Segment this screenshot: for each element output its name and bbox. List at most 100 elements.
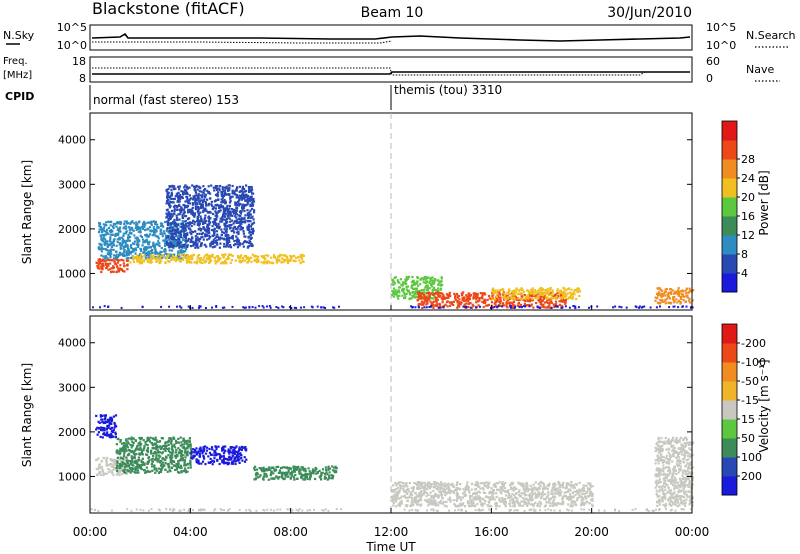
echo-pixel: [195, 237, 198, 240]
echo-pixel: [186, 200, 189, 203]
echo-pixel: [110, 419, 114, 422]
echo-pixel: [547, 291, 550, 295]
echo-pixel: [164, 447, 168, 450]
echo-pixel: [118, 228, 121, 231]
echo-pixel: [200, 218, 203, 221]
echo-pixel: [196, 451, 199, 454]
echo-pixel: [169, 240, 172, 243]
echo-pixel: [190, 450, 193, 453]
echo-pixel: [250, 244, 254, 248]
echo-pixel: [109, 262, 112, 265]
echo-pixel: [180, 306, 183, 309]
echo-pixel: [304, 472, 307, 475]
echo-pixel: [158, 244, 161, 248]
echo-pixel: [435, 289, 438, 292]
echo-pixel: [287, 475, 290, 478]
echo-pixel: [247, 236, 250, 239]
echo-pixel: [112, 265, 115, 268]
echo-pixel: [160, 446, 163, 449]
echo-pixel: [165, 190, 168, 193]
echo-pixel: [391, 283, 394, 286]
echo-pixel: [187, 208, 190, 212]
echo-pixel: [570, 503, 573, 506]
echo-pixel: [503, 295, 506, 299]
echo-pixel: [129, 245, 132, 248]
echo-pixel: [405, 288, 408, 291]
echo-pixel: [136, 225, 140, 228]
echo-pixel: [202, 256, 206, 259]
echo-pixel: [229, 450, 232, 453]
echo-pixel: [141, 453, 144, 456]
echo-pixel: [105, 458, 108, 461]
echo-pixel: [100, 243, 103, 246]
echo-pixel: [331, 475, 334, 478]
echo-pixel: [129, 471, 132, 474]
echo-pixel: [254, 306, 257, 309]
echo-pixel: [173, 236, 176, 239]
echo-pixel: [246, 225, 249, 228]
echo-pixel: [324, 466, 327, 469]
echo-pixel: [664, 288, 667, 291]
echo-pixel: [297, 465, 300, 468]
echo-pixel: [155, 235, 158, 238]
colorbar-tick-label: 28: [741, 153, 755, 166]
echo-pixel: [242, 191, 245, 194]
echo-pixel: [479, 487, 482, 490]
echo-pixel: [125, 466, 128, 470]
echo-pixel: [576, 497, 579, 500]
echo-pixel: [153, 251, 156, 254]
echo-pixel: [680, 290, 683, 293]
echo-pixel: [526, 295, 529, 299]
echo-pixel: [214, 241, 217, 244]
echo-pixel: [162, 239, 165, 242]
echo-pixel: [97, 420, 100, 423]
echo-pixel: [170, 257, 173, 260]
echo-pixel: [528, 305, 531, 308]
echo-pixel: [414, 293, 417, 296]
echo-pixel: [207, 216, 210, 219]
echo-pixel: [234, 243, 237, 246]
echo-pixel: [195, 458, 198, 461]
echo-pixel: [180, 249, 183, 252]
echo-pixel: [226, 193, 229, 196]
echo-pixel: [168, 256, 171, 259]
echo-pixel: [214, 262, 217, 265]
echo-pixel: [125, 244, 128, 247]
power-echo-map: [92, 184, 695, 310]
echo-pixel: [269, 468, 272, 471]
echo-pixel: [558, 494, 561, 497]
echo-pixel: [536, 305, 539, 308]
echo-pixel: [514, 305, 517, 308]
echo-pixel: [110, 422, 113, 425]
echo-pixel: [142, 469, 146, 472]
echo-pixel: [218, 225, 221, 229]
echo-pixel: [541, 487, 545, 490]
echo-pixel: [246, 198, 249, 201]
echo-pixel: [495, 495, 498, 498]
echo-pixel: [147, 241, 150, 244]
echo-pixel: [151, 447, 154, 450]
echo-pixel: [180, 245, 183, 248]
echo-pixel: [213, 233, 216, 237]
echo-pixel: [110, 465, 113, 468]
echo-pixel: [153, 464, 156, 467]
echo-pixel: [249, 234, 252, 237]
echo-pixel: [487, 483, 490, 486]
echo-pixel: [116, 471, 119, 474]
echo-pixel: [234, 220, 237, 223]
echo-pixel: [186, 204, 190, 207]
echo-pixel: [409, 493, 412, 496]
echo-pixel: [326, 478, 329, 481]
echo-pixel: [115, 265, 119, 268]
echo-pixel: [400, 499, 403, 503]
echo-pixel: [124, 463, 127, 466]
echo-pixel: [245, 448, 248, 451]
echo-pixel: [222, 231, 225, 234]
colorbar-tick-label: 24: [741, 172, 755, 185]
echo-pixel: [474, 293, 477, 296]
echo-pixel: [556, 501, 559, 505]
echo-pixel: [111, 259, 114, 262]
echo-pixel: [297, 256, 300, 259]
echo-pixel: [685, 287, 688, 290]
echo-pixel: [654, 299, 657, 302]
